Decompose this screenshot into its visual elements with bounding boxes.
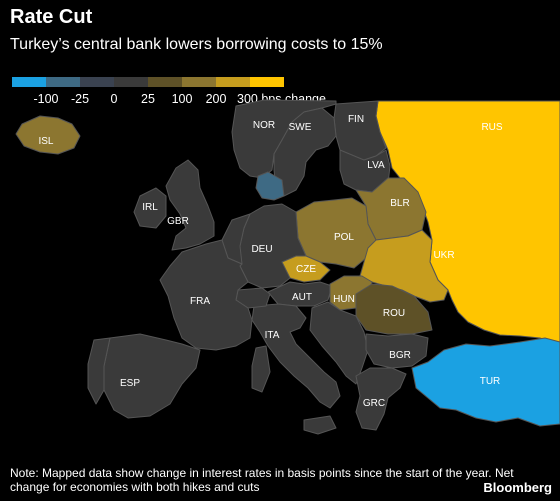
legend-swatch-4 <box>114 77 148 87</box>
legend-label-100: 100 <box>171 92 193 106</box>
legend-swatch-1 <box>12 77 46 87</box>
bloomberg-logo: Bloomberg <box>483 480 552 495</box>
country-prt <box>87 337 111 405</box>
label-nor: NOR <box>253 120 275 131</box>
label-tur: TUR <box>480 376 501 387</box>
legend-swatch-8 <box>250 77 284 87</box>
legend-swatch-5 <box>148 77 182 87</box>
footnote: Note: Mapped data show change in interes… <box>10 466 514 494</box>
country-tur <box>411 337 560 427</box>
country-dnk <box>255 171 285 201</box>
country-swe <box>273 107 337 197</box>
country-balkans <box>309 301 369 385</box>
label-hun: HUN <box>333 294 355 305</box>
label-gbr: GBR <box>167 216 189 227</box>
label-aut: AUT <box>292 292 312 303</box>
label-swe: SWE <box>289 122 312 133</box>
island-sicily <box>303 415 337 435</box>
legend-label-200: 200 <box>205 92 227 106</box>
legend-swatch-6 <box>182 77 216 87</box>
label-blr: BLR <box>390 198 409 209</box>
label-lva: LVA <box>367 160 385 171</box>
legend-swatch-3 <box>80 77 114 87</box>
label-rus: RUS <box>481 122 502 133</box>
country-grc <box>355 367 407 431</box>
legend-label-minus-25: -25 <box>70 92 90 106</box>
europe-map: ISL NOR SWE FIN RUS LVA BLR POL UKR IRL … <box>15 99 560 435</box>
label-fin: FIN <box>348 114 364 125</box>
legend-label-25: 25 <box>141 92 155 106</box>
country-fra <box>159 239 253 351</box>
label-rou: ROU <box>383 308 405 319</box>
country-gbr <box>165 159 215 251</box>
label-ukr: UKR <box>433 250 454 261</box>
country-bgr <box>365 333 429 369</box>
label-irl: IRL <box>142 202 158 213</box>
legend-label-0: 0 <box>110 92 118 106</box>
legend-color-bar <box>12 77 284 87</box>
country-ita <box>251 303 341 409</box>
country-irl <box>133 187 167 229</box>
label-fra: FRA <box>190 296 210 307</box>
label-esp: ESP <box>120 378 140 389</box>
legend-swatch-2 <box>46 77 80 87</box>
label-cze: CZE <box>296 264 316 275</box>
legend-swatch-7 <box>216 77 250 87</box>
label-ita: ITA <box>265 330 280 341</box>
label-bgr: BGR <box>389 350 411 361</box>
country-cze <box>281 255 331 283</box>
label-grc: GRC <box>363 398 385 409</box>
legend-label-minus-100: -100 <box>33 92 59 106</box>
island-sardinia <box>251 345 271 393</box>
label-deu: DEU <box>251 244 272 255</box>
country-esp <box>103 333 201 419</box>
label-isl: ISL <box>38 136 53 147</box>
label-pol: POL <box>334 232 354 243</box>
chart-title: Rate Cut <box>10 6 93 28</box>
country-rou <box>355 283 433 335</box>
chart-subtitle: Turkey’s central bank lowers borrowing c… <box>10 36 383 53</box>
country-isl <box>15 115 81 155</box>
